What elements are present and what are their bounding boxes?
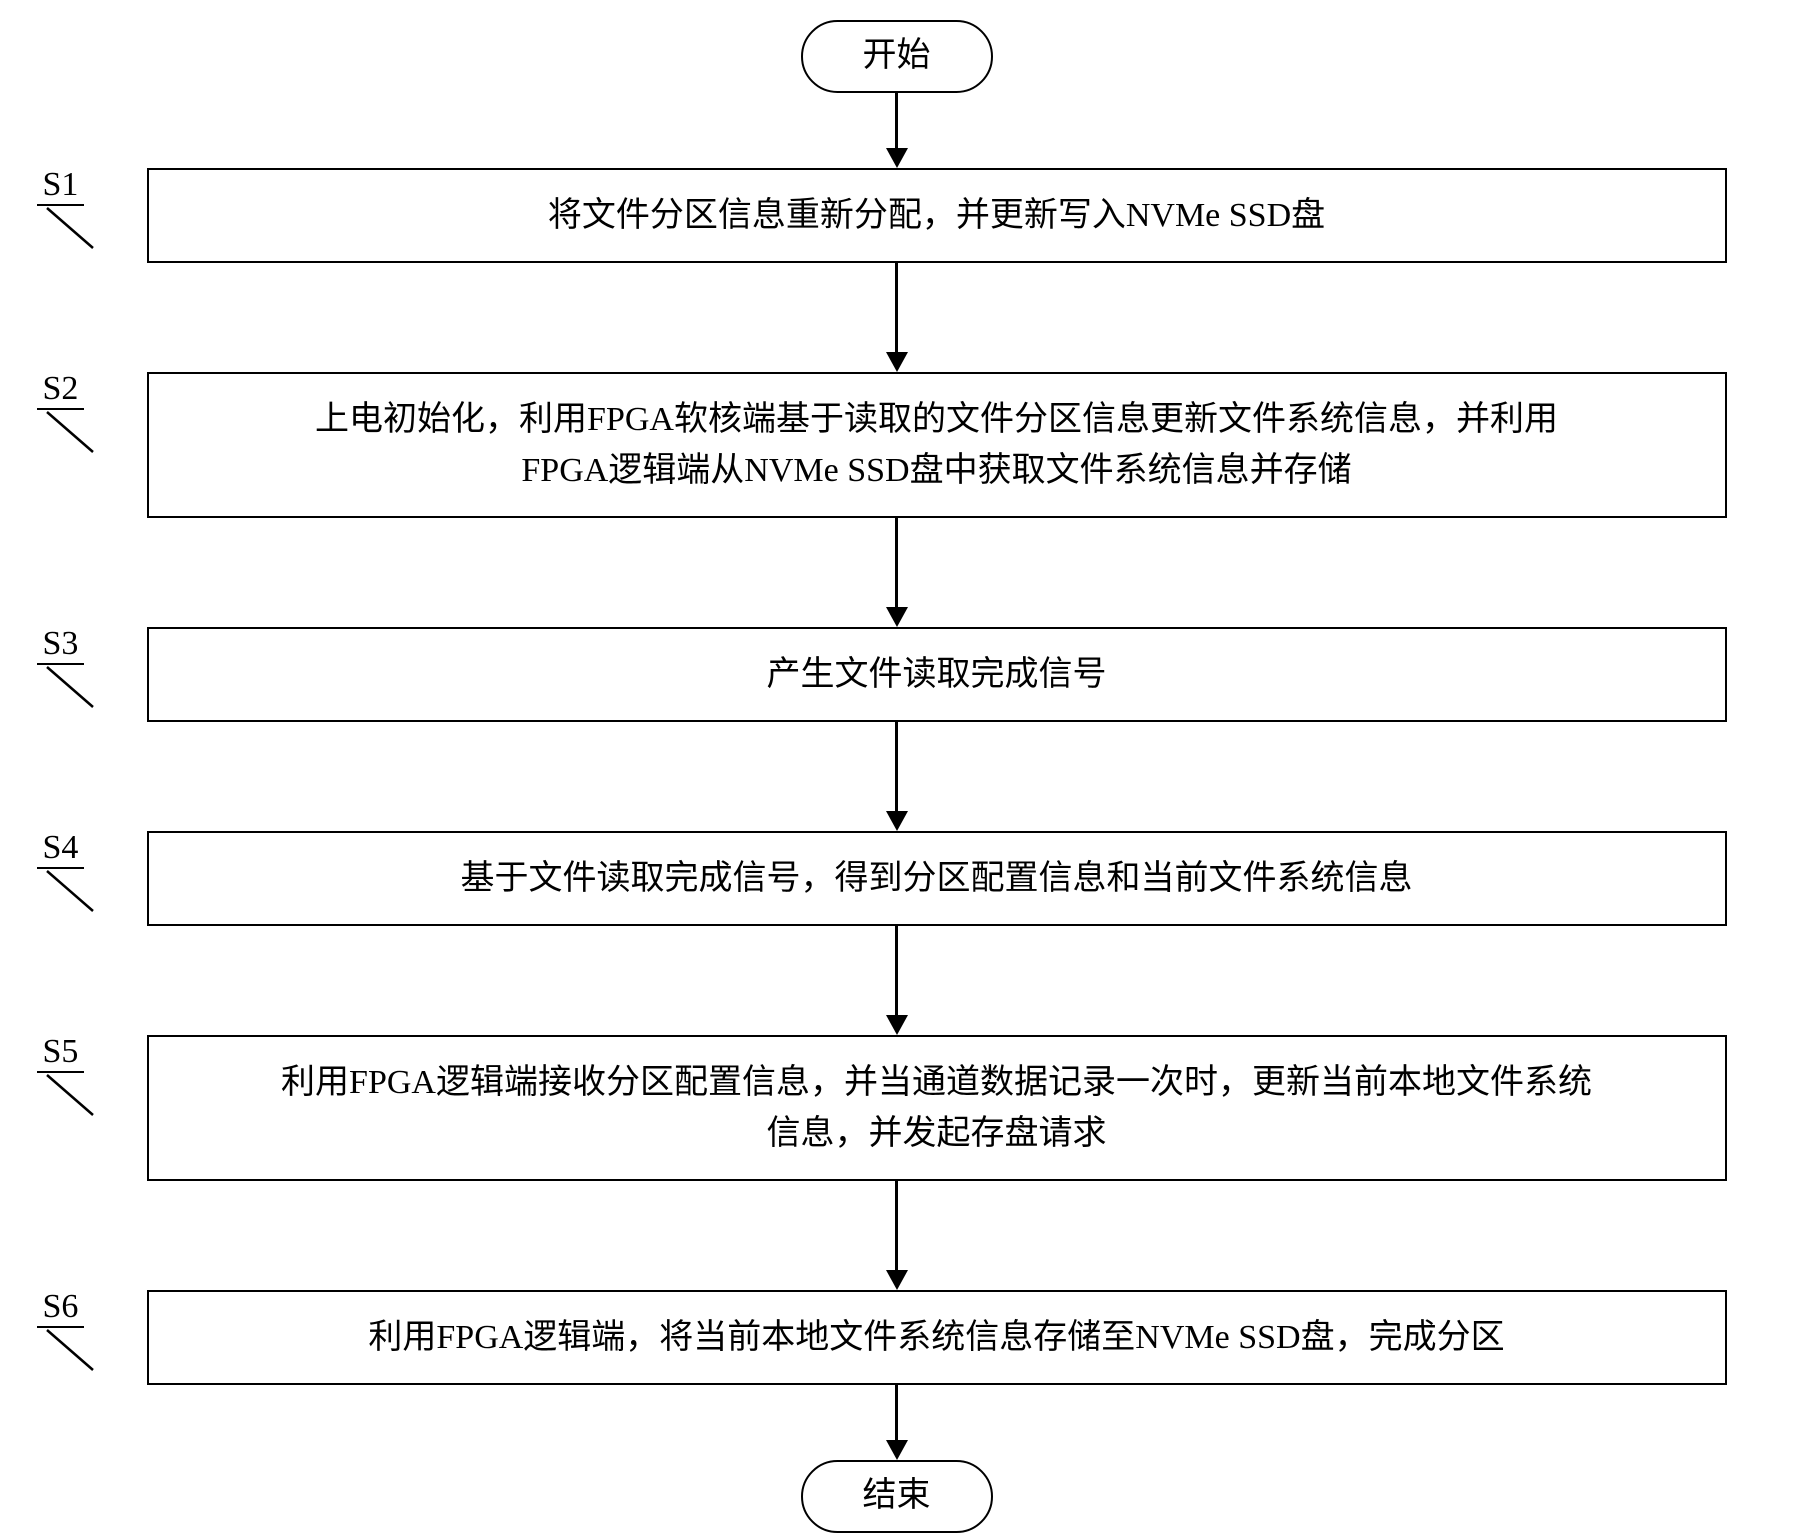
step-label-text: S1 [37,168,85,206]
step-label: S5 [37,1035,99,1119]
step-row: S1将文件分区信息重新分配，并更新写入NVMe SSD盘 [47,168,1747,263]
step-label: S1 [37,168,99,252]
end-terminator: 结束 [801,1460,993,1533]
process-text: 产生文件读取完成信号 [767,649,1107,700]
flow-arrow [886,926,908,1035]
flow-arrow [886,1385,908,1460]
label-connector-icon [45,1328,99,1374]
arrow-head-icon [886,1015,908,1035]
arrow-line [895,518,898,608]
arrow-line [895,926,898,1016]
process-box: 产生文件读取完成信号 [147,627,1727,722]
arrow-line [895,263,898,353]
process-text-line: 上电初始化，利用FPGA软核端基于读取的文件分区信息更新文件系统信息，并利用 [315,394,1558,445]
arrow-line [895,93,898,149]
step-label-text: S4 [37,831,85,869]
arrow-head-icon [886,1440,908,1460]
arrow-line [895,722,898,812]
step-label-text: S2 [37,372,85,410]
process-text: 基于文件读取完成信号，得到分区配置信息和当前文件系统信息 [461,853,1413,904]
arrow-head-icon [886,607,908,627]
flow-arrow [886,518,908,627]
flow-arrow [886,93,908,168]
process-text-line: 产生文件读取完成信号 [767,649,1107,700]
step-label: S2 [37,372,99,456]
process-text: 上电初始化，利用FPGA软核端基于读取的文件分区信息更新文件系统信息，并利用FP… [315,394,1558,496]
process-box: 利用FPGA逻辑端，将当前本地文件系统信息存储至NVMe SSD盘，完成分区 [147,1290,1727,1385]
label-connector-icon [45,1073,99,1119]
arrow-line [895,1385,898,1441]
arrow-head-icon [886,352,908,372]
step-row: S5利用FPGA逻辑端接收分区配置信息，并当通道数据记录一次时，更新当前本地文件… [47,1035,1747,1181]
arrow-head-icon [886,811,908,831]
process-text-line: 将文件分区信息重新分配，并更新写入NVMe SSD盘 [548,190,1325,241]
label-connector-icon [45,410,99,456]
step-row: S4基于文件读取完成信号，得到分区配置信息和当前文件系统信息 [47,831,1747,926]
start-terminator: 开始 [801,20,993,93]
step-row: S3产生文件读取完成信号 [47,627,1747,722]
process-text-line: 利用FPGA逻辑端，将当前本地文件系统信息存储至NVMe SSD盘，完成分区 [368,1312,1504,1363]
arrow-line [895,1181,898,1271]
process-text: 利用FPGA逻辑端，将当前本地文件系统信息存储至NVMe SSD盘，完成分区 [368,1312,1504,1363]
process-text-line: 基于文件读取完成信号，得到分区配置信息和当前文件系统信息 [461,853,1413,904]
process-text-line: FPGA逻辑端从NVMe SSD盘中获取文件系统信息并存储 [315,445,1558,496]
arrow-head-icon [886,1270,908,1290]
step-label-text: S6 [37,1290,85,1328]
step-label: S4 [37,831,99,915]
arrow-head-icon [886,148,908,168]
step-label-text: S3 [37,627,85,665]
process-box: 将文件分区信息重新分配，并更新写入NVMe SSD盘 [147,168,1727,263]
step-row: S6利用FPGA逻辑端，将当前本地文件系统信息存储至NVMe SSD盘，完成分区 [47,1290,1747,1385]
label-connector-icon [45,869,99,915]
step-label-text: S5 [37,1035,85,1073]
process-text: 利用FPGA逻辑端接收分区配置信息，并当通道数据记录一次时，更新当前本地文件系统… [281,1057,1592,1159]
flow-arrow [886,722,908,831]
process-box: 基于文件读取完成信号，得到分区配置信息和当前文件系统信息 [147,831,1727,926]
process-text: 将文件分区信息重新分配，并更新写入NVMe SSD盘 [548,190,1325,241]
process-box: 上电初始化，利用FPGA软核端基于读取的文件分区信息更新文件系统信息，并利用FP… [147,372,1727,518]
process-text-line: 信息，并发起存盘请求 [281,1108,1592,1159]
label-connector-icon [45,206,99,252]
step-label: S6 [37,1290,99,1374]
step-label: S3 [37,627,99,711]
process-box: 利用FPGA逻辑端接收分区配置信息，并当通道数据记录一次时，更新当前本地文件系统… [147,1035,1727,1181]
step-row: S2上电初始化，利用FPGA软核端基于读取的文件分区信息更新文件系统信息，并利用… [47,372,1747,518]
flow-arrow [886,263,908,372]
process-text-line: 利用FPGA逻辑端接收分区配置信息，并当通道数据记录一次时，更新当前本地文件系统 [281,1057,1592,1108]
flow-arrow [886,1181,908,1290]
label-connector-icon [45,665,99,711]
